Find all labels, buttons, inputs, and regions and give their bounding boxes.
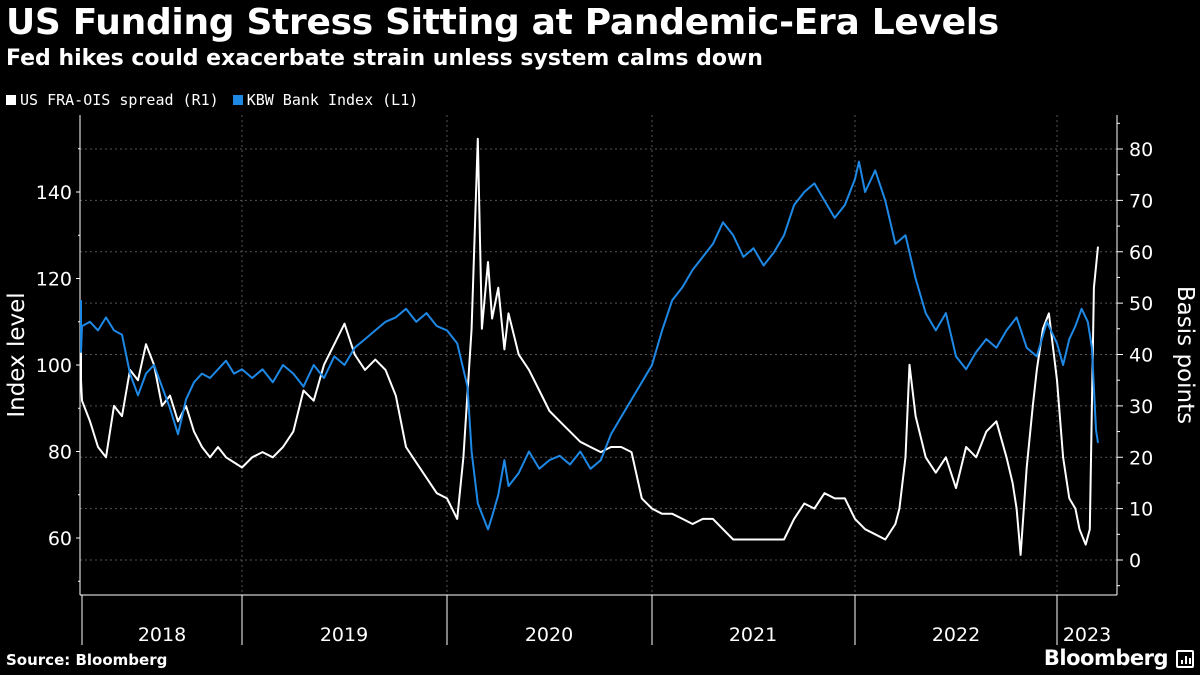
right-tick-label-30: 30 [1129,396,1153,418]
right-tick-label-20: 20 [1129,447,1153,469]
series-lines [80,137,1099,556]
left-tick-label-80: 80 [48,442,72,464]
x-tick-label-2021: 2021 [729,624,777,646]
x-tick-label-2023: 2023 [1063,624,1111,646]
legend-label-fra-ois: US FRA-OIS spread (R1) [20,91,219,109]
axes [76,115,1123,645]
chart-subtitle: Fed hikes could exacerbate strain unless… [6,46,763,71]
right-tick-label-60: 60 [1129,242,1153,264]
legend-swatch-fra-ois [6,95,16,105]
x-tick-label-2022: 2022 [932,624,980,646]
left-tick-label-60: 60 [48,528,72,550]
chart-title: US Funding Stress Sitting at Pandemic-Er… [6,2,999,43]
right-tick-label-80: 80 [1129,139,1153,161]
source-note: Source: Bloomberg [6,651,168,669]
legend: US FRA-OIS spread (R1) KBW Bank Index (L… [6,91,418,109]
legend-label-kbw: KBW Bank Index (L1) [246,91,419,109]
axis-labels: 0 10 20 30 40 50 60 70 80 60 80 100 120 140 2018 2019 20… [4,139,1198,646]
x-tick-label-2019: 2019 [320,624,368,646]
chart-icon [1176,650,1194,668]
x-tick-label-2020: 2020 [525,624,573,646]
left-axis-title: Index level [4,292,30,417]
left-tick-label-120: 120 [36,269,72,291]
right-tick-label-10: 10 [1129,499,1153,521]
left-tick-label-100: 100 [36,355,72,377]
x-tick-label-2018: 2018 [138,624,186,646]
gridlines [80,115,1117,595]
legend-swatch-kbw [232,95,243,105]
brand-logo: Bloomberg [1043,646,1169,670]
series-line-kbw [80,160,1099,531]
right-tick-label-40: 40 [1129,345,1153,367]
legend-item-kbw: KBW Bank Index (L1) [232,91,419,109]
legend-item-fra-ois: US FRA-OIS spread (R1) [6,91,219,109]
left-tick-label-140: 140 [36,182,72,204]
right-tick-label-0: 0 [1129,550,1141,572]
right-tick-label-70: 70 [1129,190,1153,212]
right-tick-label-50: 50 [1129,293,1153,315]
right-axis-title: Basis points [1172,286,1198,424]
series-line-fra-ois [80,137,1099,556]
